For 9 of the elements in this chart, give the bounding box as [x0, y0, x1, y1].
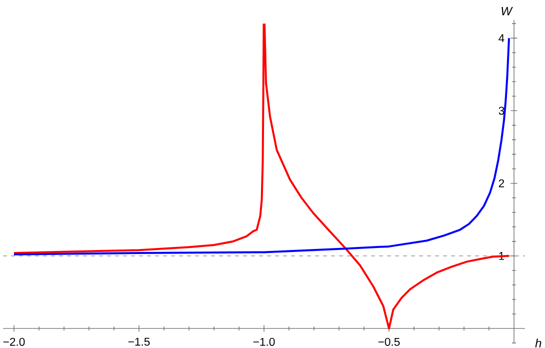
x-axis-title: h: [535, 338, 542, 348]
y-tick-label: 4: [498, 34, 504, 42]
x-tick-label: −0.5: [378, 338, 400, 346]
x-tick-label: −1.5: [128, 338, 150, 346]
y-axis-title: W: [502, 7, 513, 16]
y-tick-label: 2: [498, 179, 504, 188]
y-tick-label: 3: [498, 106, 504, 115]
x-tick-label: −2.0: [3, 338, 25, 346]
x-tick-label: −1.0: [253, 338, 275, 346]
